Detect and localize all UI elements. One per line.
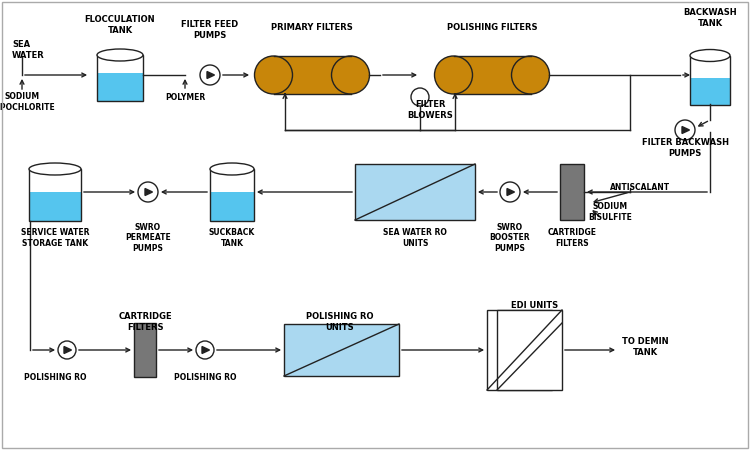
Ellipse shape [332,56,370,94]
Text: FILTER FEED
PUMPS: FILTER FEED PUMPS [182,20,238,40]
Ellipse shape [97,49,143,61]
Circle shape [675,120,695,140]
Circle shape [411,88,429,106]
Text: POLISHING FILTERS: POLISHING FILTERS [447,22,537,32]
Circle shape [196,341,214,359]
Bar [284,324,399,376]
Ellipse shape [690,50,730,62]
Circle shape [200,65,220,85]
Bar [97,73,143,101]
Text: SWRO
PERMEATE
PUMPS: SWRO PERMEATE PUMPS [125,223,171,253]
Text: FLOCCULATION
TANK: FLOCCULATION TANK [85,15,155,35]
Text: SEA
WATER: SEA WATER [12,40,45,60]
Ellipse shape [434,56,472,94]
Text: SODIUM
HYPOCHLORITE: SODIUM HYPOCHLORITE [0,92,56,112]
Text: SUCKBACK
TANK: SUCKBACK TANK [209,228,255,248]
Ellipse shape [29,163,81,175]
Text: POLISHING RO: POLISHING RO [174,374,236,382]
Text: SODIUM
BISULFITE: SODIUM BISULFITE [588,202,632,222]
Text: POLISHING RO: POLISHING RO [24,374,86,382]
Polygon shape [507,189,515,195]
Bar [274,56,350,94]
Ellipse shape [254,56,292,94]
Text: EDI UNITS: EDI UNITS [512,301,559,310]
Bar [134,323,156,377]
Bar [487,310,552,390]
Circle shape [58,341,76,359]
Text: TO DEMIN
TANK: TO DEMIN TANK [622,338,668,357]
Bar [29,193,81,221]
Polygon shape [64,346,71,354]
Text: FILTER BACKWASH
PUMPS: FILTER BACKWASH PUMPS [641,138,728,158]
Text: SEA WATER RO
UNITS: SEA WATER RO UNITS [383,228,447,248]
Circle shape [138,182,158,202]
Text: POLISHING RO
UNITS: POLISHING RO UNITS [306,312,374,332]
Bar [97,55,143,101]
Bar [560,164,584,220]
Text: SERVICE WATER
STORAGE TANK: SERVICE WATER STORAGE TANK [21,228,89,248]
Polygon shape [202,346,209,354]
Ellipse shape [210,163,254,175]
Circle shape [500,182,520,202]
Text: SWRO
BOOSTER
PUMPS: SWRO BOOSTER PUMPS [490,223,530,253]
Text: ANTISCALANT: ANTISCALANT [610,184,670,193]
Polygon shape [207,72,214,78]
Bar [690,55,730,104]
Polygon shape [145,189,152,195]
Polygon shape [682,126,689,134]
Text: CARTRIDGE
FILTERS: CARTRIDGE FILTERS [548,228,596,248]
Bar [454,56,530,94]
Text: FILTER
BLOWERS: FILTER BLOWERS [407,100,453,120]
Bar [29,169,81,221]
Text: POLYMER: POLYMER [165,94,205,103]
Bar [497,310,562,390]
Bar [210,169,254,221]
Text: CARTRIDGE
FILTERS: CARTRIDGE FILTERS [118,312,172,332]
Ellipse shape [512,56,550,94]
Bar [355,164,475,220]
Text: PRIMARY FILTERS: PRIMARY FILTERS [272,22,352,32]
Text: BACKWASH
TANK: BACKWASH TANK [683,8,736,28]
Bar [690,77,730,104]
Bar [210,193,254,221]
